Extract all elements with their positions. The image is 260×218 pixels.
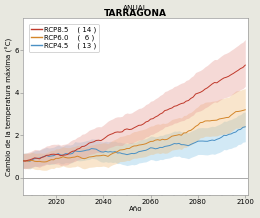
Y-axis label: Cambio de la temperatura máxima (°C): Cambio de la temperatura máxima (°C) bbox=[5, 37, 13, 176]
Text: ANUAL: ANUAL bbox=[123, 5, 148, 11]
Title: TARRAGONA: TARRAGONA bbox=[104, 9, 167, 18]
X-axis label: Año: Año bbox=[128, 206, 142, 213]
Legend: RCP8.5    ( 14 ), RCP6.0    (  6 ), RCP4.5    ( 13 ): RCP8.5 ( 14 ), RCP6.0 ( 6 ), RCP4.5 ( 13… bbox=[29, 24, 99, 52]
